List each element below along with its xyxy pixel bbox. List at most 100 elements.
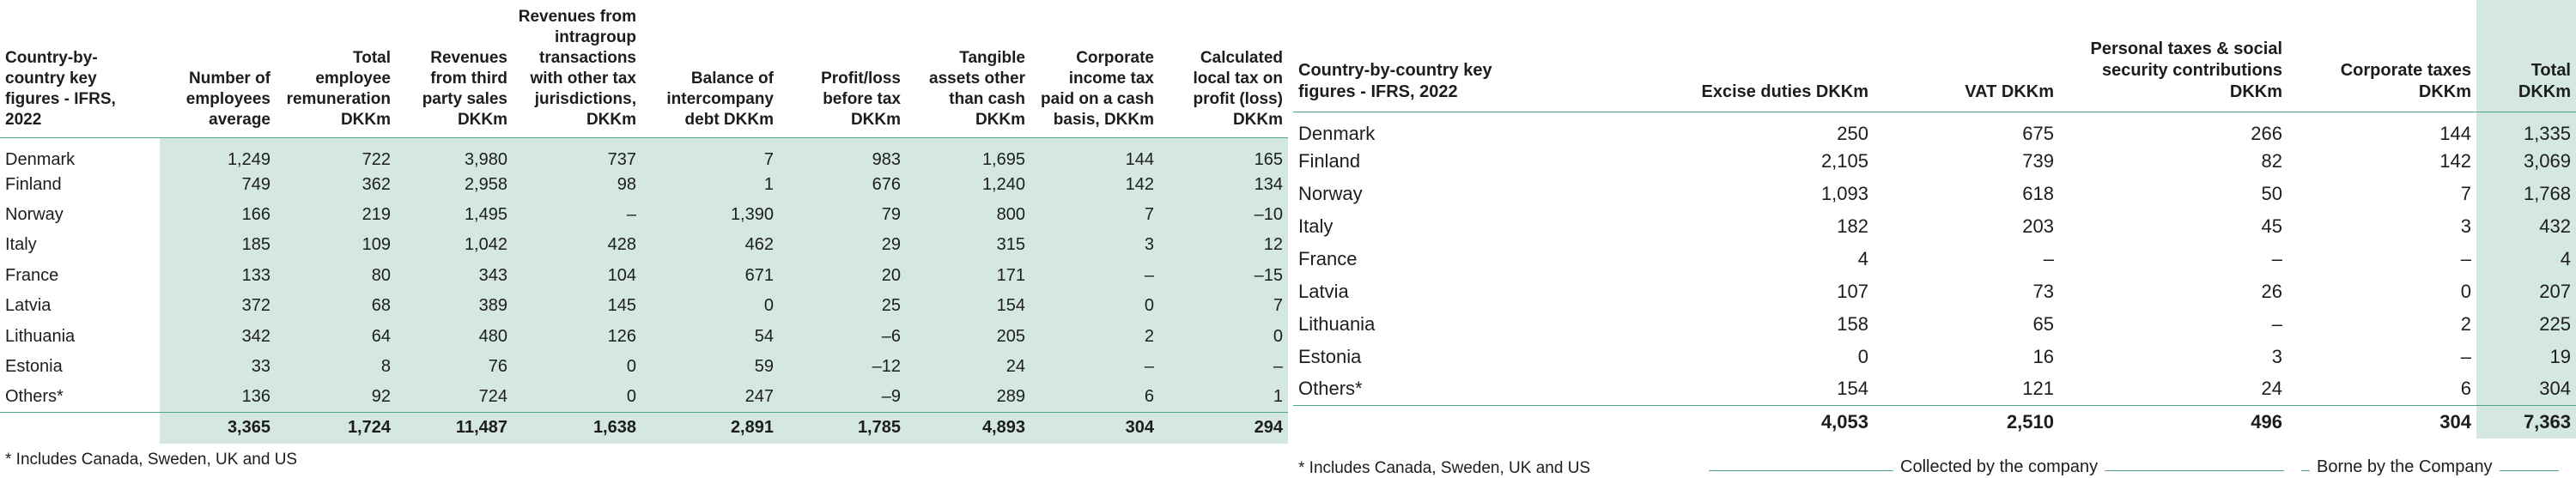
column-header: Corporate income tax paid on a cash basi…: [1030, 0, 1159, 138]
value-cell: –6: [779, 321, 906, 352]
country-cell: Italy: [1298, 215, 1334, 237]
value-cell: 671: [641, 260, 779, 292]
total-value-cell: 1,785: [779, 412, 906, 444]
value-cell: 144: [1030, 137, 1159, 170]
value-cell: 0: [1857, 345, 1868, 367]
value-cell: 304: [2476, 372, 2576, 406]
value-cell: 722: [276, 137, 396, 170]
value-cell: 250: [1837, 122, 1868, 144]
value-cell: 372: [160, 291, 276, 322]
total-label-cell: [0, 412, 160, 444]
tax-contribution-table: Country-by-country key figures - IFRS, 2…: [1293, 0, 2576, 439]
value-cell: 1,495: [396, 199, 513, 231]
table-row: Others* 154 121 24 6 304: [1293, 372, 2576, 406]
value-cell: 675: [2022, 122, 2054, 144]
value-cell: 92: [276, 382, 396, 413]
value-cell: 247: [641, 382, 779, 413]
value-cell: –15: [1159, 260, 1288, 292]
value-cell: 171: [906, 260, 1030, 292]
footnote-right: * Includes Canada, Sweden, UK and US: [1298, 459, 1591, 477]
total-value-cell: 294: [1159, 412, 1288, 444]
total-value-cell: 496: [2059, 405, 2287, 439]
value-cell: 16: [2032, 345, 2054, 367]
value-cell: 432: [2476, 209, 2576, 243]
header-row: Country-by-country key figures - IFRS, 2…: [1293, 0, 2576, 112]
total-value-cell: 4,893: [906, 412, 1030, 444]
value-cell: 0: [641, 291, 779, 322]
total-value-cell: 1,724: [276, 412, 396, 444]
value-cell: 749: [160, 169, 276, 200]
value-cell: 2: [1030, 321, 1159, 352]
table-row: Lithuania 342 64 480 126 54 –6 205 2 0: [0, 321, 1288, 352]
value-cell: 1,249: [160, 137, 276, 170]
table-row: Denmark 250 675 266 144 1,335: [1293, 112, 2576, 145]
country-cell: Norway: [5, 205, 64, 225]
value-cell: 107: [1837, 280, 1868, 302]
total-label-cell: [1293, 405, 1551, 439]
value-cell: 68: [276, 291, 396, 322]
value-cell: 0: [2460, 280, 2471, 302]
value-cell: 225: [2476, 307, 2576, 341]
value-cell: 480: [396, 321, 513, 352]
country-cell: Denmark: [5, 149, 76, 169]
value-cell: 76: [396, 351, 513, 383]
total-row: 4,053 2,510 496 304 7,363: [1293, 405, 2576, 439]
column-header: Personal taxes & social security contrib…: [2059, 0, 2287, 112]
value-cell: 7: [1159, 291, 1288, 322]
value-cell: 7: [2460, 182, 2471, 204]
value-cell: 154: [1837, 378, 1868, 400]
value-cell: 4: [2476, 242, 2576, 275]
value-cell: 54: [641, 321, 779, 352]
total-value-cell: 304: [2287, 405, 2476, 439]
value-cell: 65: [2032, 312, 2054, 335]
table-row: Estonia 33 8 76 0 59 –12 24– –: [0, 351, 1288, 383]
value-cell: 12: [1159, 230, 1288, 261]
value-cell: 182: [1837, 215, 1868, 237]
value-cell: 145: [513, 291, 641, 322]
value-cell: 1,390: [641, 199, 779, 231]
value-cell: 185: [160, 230, 276, 261]
value-cell: 165: [1159, 137, 1288, 170]
value-cell: 676: [779, 169, 906, 200]
value-cell: 1,695: [906, 137, 1030, 170]
value-cell: 19: [2476, 340, 2576, 373]
column-header: Revenues from intragroup transactions wi…: [513, 0, 641, 138]
value-cell: 207: [2476, 275, 2576, 308]
table-row: Estonia 0 16 3 –19: [1293, 340, 2576, 373]
total-value-cell: 11,487: [396, 412, 513, 444]
table-title-header: Country-by-country key figures - IFRS, 2…: [1293, 0, 1551, 112]
table-body: Denmark 1,249 722 3,980 737 7 983 1,695 144 165 Fi…: [0, 137, 1288, 413]
value-cell: –: [513, 199, 641, 231]
table-row: Latvia 107 73 26 0 207: [1293, 275, 2576, 308]
value-cell: 4: [1857, 247, 1868, 269]
country-cell: Lithuania: [1298, 312, 1376, 335]
value-cell: 142: [2439, 149, 2471, 172]
value-cell: 109: [276, 230, 396, 261]
value-cell: 166: [160, 199, 276, 231]
value-cell: 1,093: [1820, 182, 1868, 204]
value-cell: 2: [2460, 312, 2471, 335]
table-row: Norway 166 219 1,495–1,390 79 800 7 –10: [0, 199, 1288, 231]
value-cell: 205: [906, 321, 1030, 352]
value-cell: 462: [641, 230, 779, 261]
column-header: Profit/loss before tax DKKm: [779, 0, 906, 138]
value-cell: 203: [2022, 215, 2054, 237]
value-cell: –: [2271, 247, 2282, 269]
value-cell: –: [2043, 247, 2054, 269]
value-cell: 3: [2460, 215, 2471, 237]
country-cell: Finland: [1298, 149, 1361, 172]
value-cell: 2,958: [396, 169, 513, 200]
value-cell: 144: [2439, 122, 2471, 144]
column-header: Excise duties DKKm: [1551, 0, 1874, 112]
total-value-cell: 4,053: [1551, 405, 1874, 439]
value-cell: 104: [513, 260, 641, 292]
table-row: Denmark 1,249 722 3,980 737 7 983 1,695 144 165: [0, 137, 1288, 170]
country-cell: France: [5, 265, 59, 285]
value-cell: 3,980: [396, 137, 513, 170]
value-cell: 3: [2271, 345, 2282, 367]
value-cell: –9: [779, 382, 906, 413]
total-value-cell: 304: [1030, 412, 1159, 444]
value-cell: 618: [2022, 182, 2054, 204]
total-value-cell: 7,363: [2476, 405, 2576, 439]
value-cell: 3,069: [2476, 144, 2576, 178]
